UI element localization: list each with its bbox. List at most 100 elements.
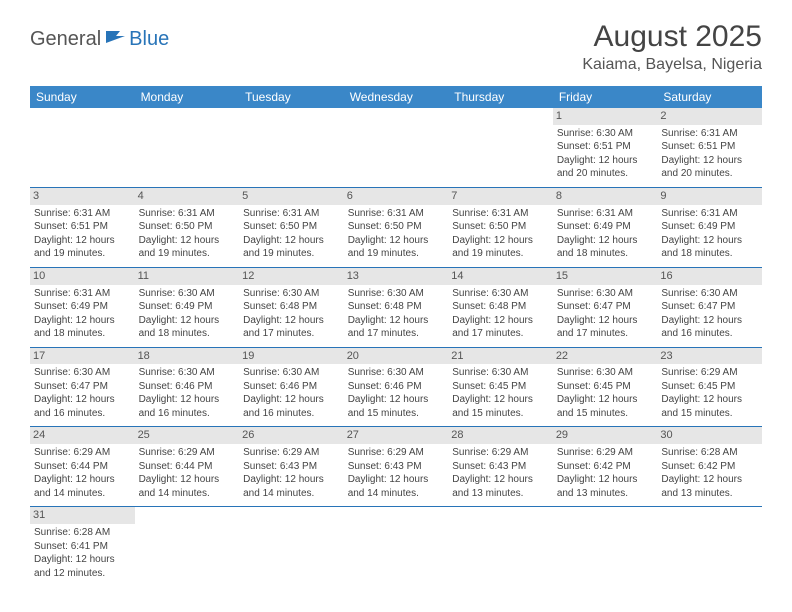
- day-info-line: Daylight: 12 hours: [243, 234, 340, 248]
- day-info-line: Sunset: 6:45 PM: [661, 380, 758, 394]
- day-info-line: Sunrise: 6:30 AM: [452, 287, 549, 301]
- day-info: Sunrise: 6:31 AMSunset: 6:50 PMDaylight:…: [243, 207, 340, 261]
- day-info: Sunrise: 6:29 AMSunset: 6:42 PMDaylight:…: [557, 446, 654, 500]
- day-info-line: and 20 minutes.: [661, 167, 758, 181]
- logo-text-general: General: [30, 28, 101, 51]
- day-info-line: and 16 minutes.: [34, 407, 131, 421]
- day-info: Sunrise: 6:29 AMSunset: 6:43 PMDaylight:…: [348, 446, 445, 500]
- calendar-cell: [448, 108, 553, 187]
- calendar-cell: 9Sunrise: 6:31 AMSunset: 6:49 PMDaylight…: [657, 187, 762, 267]
- day-info-line: Sunrise: 6:30 AM: [34, 366, 131, 380]
- day-info-line: and 13 minutes.: [557, 487, 654, 501]
- day-info-line: and 18 minutes.: [557, 247, 654, 261]
- day-info-line: and 20 minutes.: [557, 167, 654, 181]
- day-info: Sunrise: 6:30 AMSunset: 6:49 PMDaylight:…: [139, 287, 236, 341]
- calendar-cell: 3Sunrise: 6:31 AMSunset: 6:51 PMDaylight…: [30, 187, 135, 267]
- calendar-cell: 13 Sunrise: 6:30 AMSunset: 6:48 PMDayligh…: [344, 267, 449, 347]
- calendar-row: 31Sunrise: 6:28 AMSunset: 6:41 PMDayligh…: [30, 507, 762, 586]
- day-info: Sunrise: 6:30 AMSunset: 6:46 PMDaylight:…: [139, 366, 236, 420]
- day-info-line: Sunrise: 6:30 AM: [348, 366, 445, 380]
- day-info-line: Sunset: 6:49 PM: [139, 300, 236, 314]
- day-info-line: Sunrise: 6:31 AM: [557, 207, 654, 221]
- day-info-line: Sunset: 6:46 PM: [348, 380, 445, 394]
- day-info-line: Daylight: 12 hours: [243, 314, 340, 328]
- day-info: Sunrise: 6:30 AMSunset: 6:48 PMDaylight:…: [348, 287, 445, 341]
- calendar-cell: 20Sunrise: 6:30 AMSunset: 6:46 PMDayligh…: [344, 347, 449, 427]
- day-info-line: Daylight: 12 hours: [34, 473, 131, 487]
- day-info-line: Sunset: 6:51 PM: [557, 140, 654, 154]
- day-info: Sunrise: 6:29 AMSunset: 6:44 PMDaylight:…: [139, 446, 236, 500]
- day-info-line: Daylight: 12 hours: [452, 314, 549, 328]
- day-info-line: Daylight: 12 hours: [139, 393, 236, 407]
- day-info-line: Sunset: 6:41 PM: [34, 540, 131, 554]
- day-number: 25: [135, 427, 240, 444]
- day-info-line: Sunset: 6:42 PM: [661, 460, 758, 474]
- day-number: 13: [344, 268, 449, 285]
- calendar-cell: 14Sunrise: 6:30 AMSunset: 6:48 PMDayligh…: [448, 267, 553, 347]
- calendar-row: 1 Sunrise: 6:30 AMSunset: 6:51 PMDaylight…: [30, 108, 762, 187]
- day-info-line: and 19 minutes.: [34, 247, 131, 261]
- calendar-cell: 11 Sunrise: 6:30 AMSunset: 6:49 PMDayligh…: [135, 267, 240, 347]
- day-info-line: Daylight: 12 hours: [139, 473, 236, 487]
- day-info-line: and 18 minutes.: [34, 327, 131, 341]
- day-number: 4: [135, 188, 240, 205]
- day-number: 28: [448, 427, 553, 444]
- day-info: Sunrise: 6:30 AMSunset: 6:48 PMDaylight:…: [452, 287, 549, 341]
- day-info-line: Sunrise: 6:31 AM: [243, 207, 340, 221]
- day-info: Sunrise: 6:30 AMSunset: 6:46 PMDaylight:…: [348, 366, 445, 420]
- day-info-line: and 19 minutes.: [452, 247, 549, 261]
- day-info-line: Sunrise: 6:30 AM: [557, 127, 654, 141]
- day-info-line: Sunrise: 6:30 AM: [452, 366, 549, 380]
- day-number: 11: [135, 268, 240, 285]
- day-info: Sunrise: 6:29 AMSunset: 6:45 PMDaylight:…: [661, 366, 758, 420]
- day-info-line: and 19 minutes.: [348, 247, 445, 261]
- day-number: 10: [30, 268, 135, 285]
- day-info-line: Daylight: 12 hours: [348, 234, 445, 248]
- day-info-line: Sunset: 6:48 PM: [348, 300, 445, 314]
- day-info-line: Sunrise: 6:31 AM: [139, 207, 236, 221]
- day-info: Sunrise: 6:30 AMSunset: 6:45 PMDaylight:…: [557, 366, 654, 420]
- logo: General Blue: [30, 28, 169, 51]
- day-info-line: and 16 minutes.: [139, 407, 236, 421]
- day-number: 16: [657, 268, 762, 285]
- day-info-line: Sunrise: 6:31 AM: [661, 207, 758, 221]
- day-info-line: Daylight: 12 hours: [34, 234, 131, 248]
- day-info: Sunrise: 6:29 AMSunset: 6:43 PMDaylight:…: [243, 446, 340, 500]
- day-info-line: Sunset: 6:50 PM: [452, 220, 549, 234]
- weekday-header: Wednesday: [344, 86, 449, 108]
- day-info-line: Daylight: 12 hours: [139, 314, 236, 328]
- day-info: Sunrise: 6:29 AMSunset: 6:43 PMDaylight:…: [452, 446, 549, 500]
- day-info: Sunrise: 6:30 AMSunset: 6:46 PMDaylight:…: [243, 366, 340, 420]
- day-info: Sunrise: 6:30 AMSunset: 6:51 PMDaylight:…: [557, 127, 654, 181]
- day-info-line: Sunset: 6:47 PM: [661, 300, 758, 314]
- day-info-line: Sunset: 6:43 PM: [243, 460, 340, 474]
- day-info-line: Sunrise: 6:30 AM: [243, 366, 340, 380]
- day-number: 22: [553, 348, 658, 365]
- day-number: 7: [448, 188, 553, 205]
- calendar-row: 17Sunrise: 6:30 AMSunset: 6:47 PMDayligh…: [30, 347, 762, 427]
- day-info: Sunrise: 6:30 AMSunset: 6:47 PMDaylight:…: [557, 287, 654, 341]
- calendar-cell: 7Sunrise: 6:31 AMSunset: 6:50 PMDaylight…: [448, 187, 553, 267]
- day-info: Sunrise: 6:28 AMSunset: 6:41 PMDaylight:…: [34, 526, 131, 580]
- calendar-cell: 29Sunrise: 6:29 AMSunset: 6:42 PMDayligh…: [553, 427, 658, 507]
- calendar-cell: 15Sunrise: 6:30 AMSunset: 6:47 PMDayligh…: [553, 267, 658, 347]
- day-info-line: Sunset: 6:47 PM: [34, 380, 131, 394]
- calendar-cell: [135, 108, 240, 187]
- day-info: Sunrise: 6:30 AMSunset: 6:47 PMDaylight:…: [34, 366, 131, 420]
- day-number: 1: [553, 108, 658, 125]
- calendar-cell: [553, 507, 658, 586]
- day-number: 30: [657, 427, 762, 444]
- day-info-line: Daylight: 12 hours: [557, 393, 654, 407]
- day-info-line: Daylight: 12 hours: [661, 393, 758, 407]
- day-info-line: and 17 minutes.: [452, 327, 549, 341]
- location: Kaiama, Bayelsa, Nigeria: [582, 56, 762, 74]
- day-info-line: Sunrise: 6:30 AM: [348, 287, 445, 301]
- day-number: 23: [657, 348, 762, 365]
- day-info-line: Daylight: 12 hours: [34, 393, 131, 407]
- day-info-line: Daylight: 12 hours: [243, 393, 340, 407]
- day-number: 5: [239, 188, 344, 205]
- day-info-line: Sunrise: 6:29 AM: [557, 446, 654, 460]
- day-info-line: Sunrise: 6:30 AM: [557, 366, 654, 380]
- calendar-cell: 19Sunrise: 6:30 AMSunset: 6:46 PMDayligh…: [239, 347, 344, 427]
- day-number: 21: [448, 348, 553, 365]
